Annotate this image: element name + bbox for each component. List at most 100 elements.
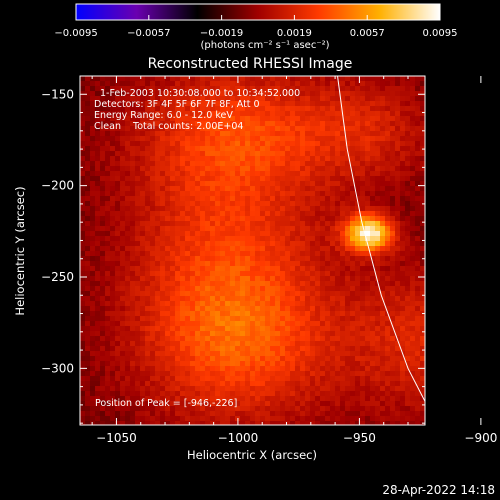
heatmap-cell — [285, 221, 291, 227]
heatmap-cell — [390, 341, 396, 347]
heatmap-cell — [170, 391, 176, 397]
heatmap-cell — [140, 351, 146, 357]
heatmap-cell — [325, 346, 331, 352]
heatmap-cell — [140, 401, 146, 407]
heatmap-cell — [130, 241, 136, 247]
heatmap-cell — [235, 116, 241, 122]
heatmap-cell — [155, 186, 161, 192]
heatmap-cell — [125, 261, 131, 267]
heatmap-cell — [230, 411, 236, 417]
heatmap-cell — [135, 111, 141, 117]
heatmap-cell — [95, 416, 101, 422]
heatmap-cell — [295, 291, 301, 297]
heatmap-cell — [150, 156, 156, 162]
heatmap-cell — [190, 76, 196, 82]
heatmap-cell — [195, 271, 201, 277]
heatmap-cell — [405, 226, 411, 232]
heatmap-cell — [250, 176, 256, 182]
heatmap-cell — [325, 246, 331, 252]
heatmap-cell — [365, 146, 371, 152]
heatmap-cell — [205, 306, 211, 312]
heatmap-cell — [150, 366, 156, 372]
heatmap-cell — [345, 206, 351, 212]
heatmap-cell — [290, 351, 296, 357]
heatmap-cell — [395, 156, 401, 162]
heatmap-cell — [240, 416, 246, 422]
heatmap-cell — [370, 376, 376, 382]
heatmap-cell — [120, 231, 126, 237]
heatmap-cell — [95, 411, 101, 417]
heatmap-cell — [225, 186, 231, 192]
heatmap-cell — [135, 91, 141, 97]
heatmap-cell — [245, 176, 251, 182]
heatmap-cell — [370, 171, 376, 177]
heatmap-cell — [165, 206, 171, 212]
heatmap-cell — [395, 371, 401, 377]
heatmap-cell — [100, 401, 106, 407]
heatmap-cell — [410, 236, 416, 242]
heatmap-cell — [330, 341, 336, 347]
heatmap-cell — [275, 356, 281, 362]
heatmap-cell — [190, 81, 196, 87]
heatmap-cell — [195, 391, 201, 397]
heatmap-cell — [295, 136, 301, 142]
heatmap-cell — [345, 226, 351, 232]
heatmap-cell — [165, 311, 171, 317]
heatmap-cell — [210, 101, 216, 107]
heatmap-cell — [170, 221, 176, 227]
heatmap-cell — [200, 381, 206, 387]
heatmap-cell — [80, 246, 86, 252]
heatmap-cell — [145, 156, 151, 162]
heatmap-cell — [350, 91, 356, 97]
heatmap-cell — [110, 116, 116, 122]
heatmap-cell — [390, 106, 396, 112]
heatmap-cell — [375, 246, 381, 252]
heatmap-cell — [100, 346, 106, 352]
heatmap-cell — [410, 321, 416, 327]
heatmap-cell — [140, 326, 146, 332]
heatmap-cell — [140, 91, 146, 97]
heatmap-cell — [355, 196, 361, 202]
heatmap-cell — [190, 211, 196, 217]
heatmap-cell — [250, 171, 256, 177]
heatmap-cell — [280, 226, 286, 232]
heatmap-cell — [325, 206, 331, 212]
heatmap-cell — [375, 256, 381, 262]
heatmap-cell — [270, 226, 276, 232]
heatmap-cell — [165, 261, 171, 267]
heatmap-cell — [245, 116, 251, 122]
heatmap-cell — [325, 156, 331, 162]
heatmap-cell — [355, 86, 361, 92]
heatmap-cell — [230, 241, 236, 247]
heatmap-cell — [220, 146, 226, 152]
heatmap-cell — [190, 296, 196, 302]
heatmap-cell — [105, 276, 111, 282]
heatmap-cell — [360, 361, 366, 367]
heatmap-cell — [370, 236, 376, 242]
heatmap-cell — [415, 166, 421, 172]
heatmap-cell — [300, 101, 306, 107]
heatmap-cell — [230, 176, 236, 182]
heatmap-cell — [90, 366, 96, 372]
heatmap-cell — [390, 366, 396, 372]
heatmap-cell — [195, 406, 201, 412]
heatmap-cell — [260, 206, 266, 212]
heatmap-cell — [385, 121, 391, 127]
heatmap-cell — [175, 356, 181, 362]
heatmap-cell — [195, 76, 201, 82]
heatmap-cell — [350, 251, 356, 257]
heatmap-cell — [150, 406, 156, 412]
heatmap-cell — [135, 351, 141, 357]
heatmap-cell — [95, 221, 101, 227]
heatmap-cell — [345, 296, 351, 302]
heatmap-cell — [145, 401, 151, 407]
heatmap-cell — [360, 186, 366, 192]
heatmap-cell — [380, 336, 386, 342]
heatmap-cell — [235, 86, 241, 92]
heatmap-cell — [280, 201, 286, 207]
heatmap-cell — [80, 226, 86, 232]
heatmap-cell — [235, 256, 241, 262]
heatmap-cell — [190, 366, 196, 372]
heatmap-cell — [420, 301, 425, 307]
heatmap-cell — [170, 301, 176, 307]
